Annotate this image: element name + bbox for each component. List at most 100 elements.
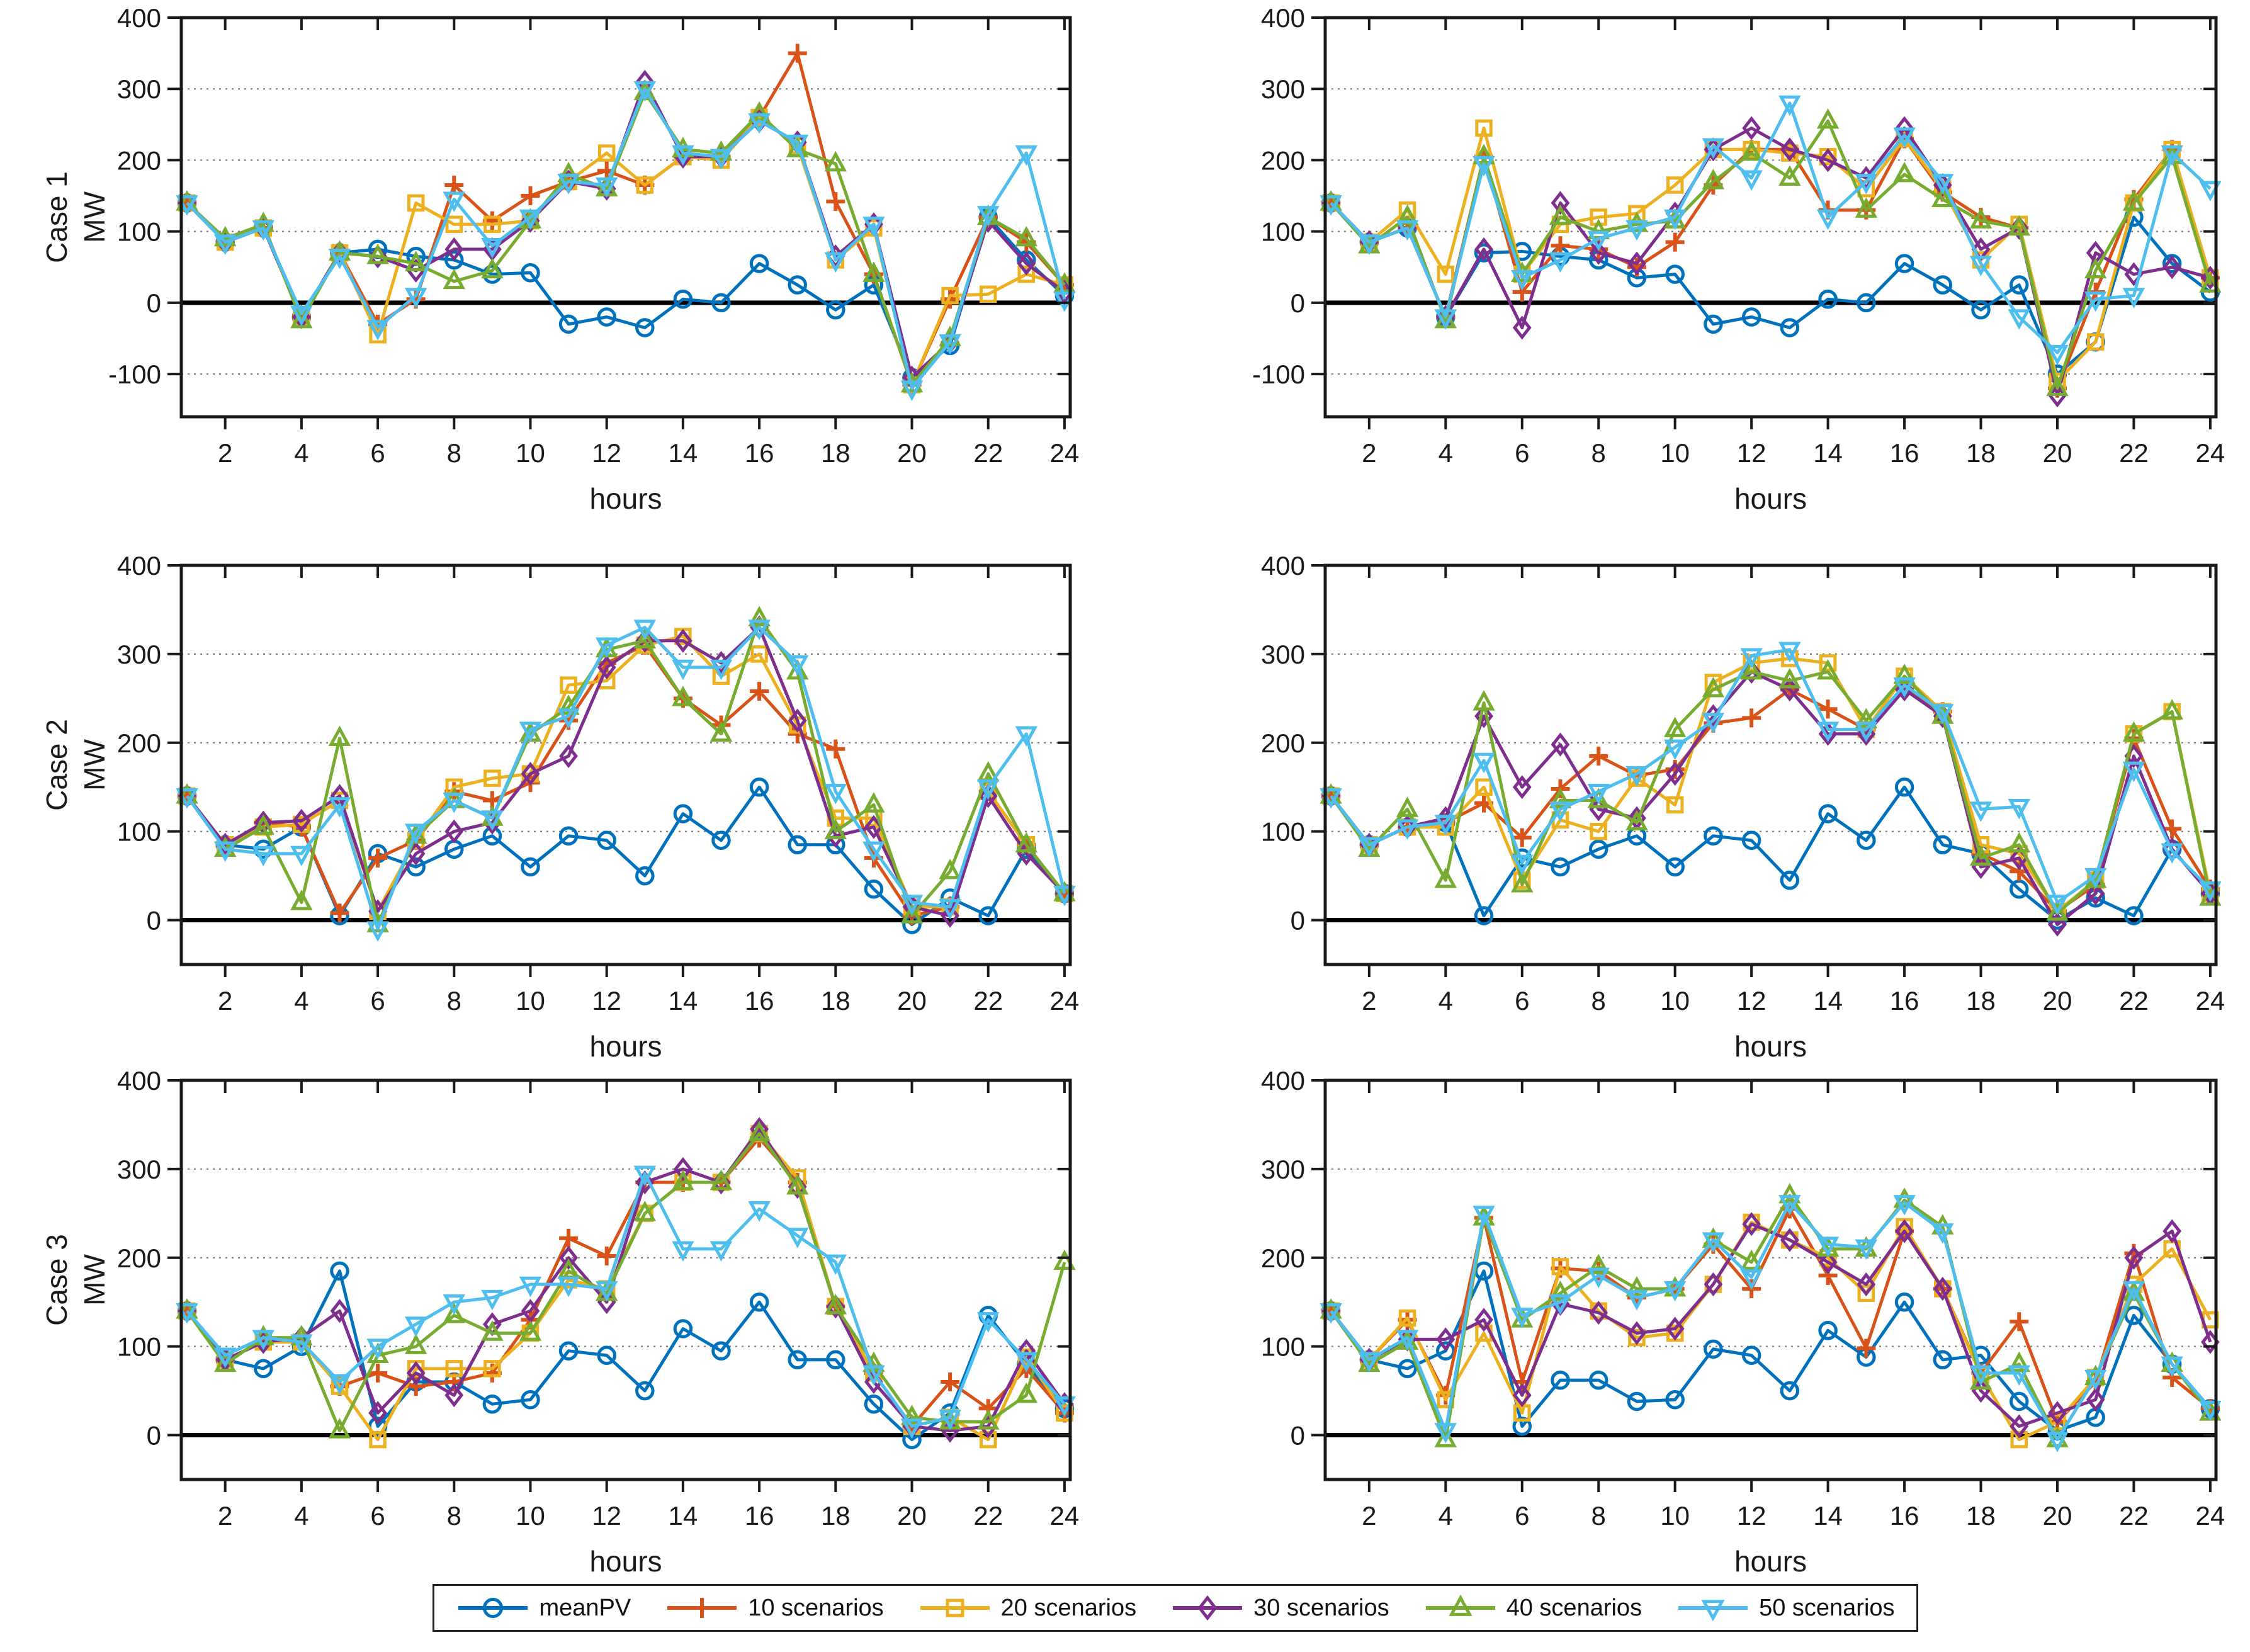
triangle-down-marker [748, 113, 771, 134]
triangle-up-marker [786, 659, 809, 680]
chart-case1-right: 2 4 6 8 10 12 14 16 18 20 22 24-1000100200300400hou… [1252, 3, 2225, 515]
circle-marker [1665, 264, 1685, 284]
circle-marker [1894, 1292, 1914, 1312]
circle-marker [1818, 289, 1838, 309]
triangle-down-marker [1396, 1330, 1419, 1350]
plus-marker [2010, 1312, 2029, 1332]
triangle-up-marker [481, 1320, 504, 1341]
series-group [176, 43, 1076, 401]
diamond-marker [1474, 1308, 1493, 1332]
square-marker [483, 215, 501, 234]
square-marker [1590, 822, 1607, 840]
triangle-down-marker [443, 191, 466, 212]
triangle-down-marker [1625, 766, 1648, 787]
triangle-up-marker [404, 251, 427, 271]
legend-label: 50 scenarios [1759, 1594, 1895, 1621]
diamond-marker [2124, 1245, 2144, 1270]
triangle-up-marker [1893, 663, 1916, 684]
x-tick-label: 18 [821, 438, 851, 468]
x-tick-label: 10 [516, 1501, 545, 1530]
diamond-marker [788, 708, 807, 733]
y-tick-label: 0 [1291, 1421, 1305, 1451]
triangle-down-marker [1587, 784, 1610, 805]
diamond-marker [521, 762, 540, 786]
plus-marker [1857, 1338, 1876, 1358]
series-s30 [178, 69, 1074, 390]
x-tick-label: 20 [2043, 986, 2072, 1016]
x-tick-label: 24 [2196, 1501, 2225, 1530]
triangle-up-marker [252, 1325, 275, 1345]
triangle-up-marker [1396, 204, 1419, 225]
plus-marker [368, 1363, 388, 1383]
triangle-down-marker [1473, 752, 1495, 774]
triangle-down-marker [672, 145, 694, 166]
circle-marker [2009, 275, 2029, 295]
triangle-down-marker [2046, 344, 2069, 366]
circle-marker [521, 263, 540, 283]
circle-marker [711, 830, 731, 851]
x-tick-label: 16 [745, 438, 774, 468]
triangle-down-marker [290, 1334, 313, 1355]
triangle-down-marker [1015, 145, 1038, 166]
circle-marker [635, 866, 655, 886]
diamond-marker [2048, 1401, 2067, 1425]
circle-marker [826, 1350, 845, 1370]
diamond-marker [1857, 1272, 1876, 1297]
x-tick-label: 12 [1737, 986, 1767, 1016]
diamond-marker [1818, 1250, 1838, 1274]
y-tick-label: 100 [1261, 817, 1305, 847]
triangle-up-marker [709, 1169, 733, 1191]
square-marker [1666, 176, 1684, 194]
y-tick-label: 200 [1261, 728, 1305, 758]
plus-marker [1589, 746, 1608, 766]
square-marker [1857, 1284, 1875, 1302]
triangle-down-marker [1511, 854, 1534, 876]
case-label: Case 2 [40, 719, 73, 811]
chart-case1-left: 2 4 6 8 10 12 14 16 18 20 22 24-1000100200300400hou… [40, 3, 1079, 515]
square-marker [979, 285, 997, 303]
triangle-down-marker [2046, 895, 2069, 915]
plus-marker [826, 739, 845, 759]
series-s20 [1322, 119, 2219, 390]
triangle-up-marker [2161, 699, 2183, 720]
chart-row-case3: 2 4 6 8 10 12 14 16 18 20 22 24 0 100 200 300 400 hours Ca… [0, 1063, 2250, 1578]
triangle-down-marker [2008, 1365, 2030, 1386]
triangle-down-marker [328, 797, 351, 818]
diamond-marker [521, 1299, 540, 1323]
circle-marker [2009, 1391, 2029, 1412]
circle-marker [1588, 1370, 1608, 1390]
circle-marker [1933, 275, 1953, 295]
gridlines [181, 653, 1070, 832]
triangle-down-marker [2084, 868, 2107, 889]
circle-marker [1818, 1321, 1838, 1340]
x-tick-label: 20 [2043, 438, 2072, 468]
triangle-up-marker [1511, 871, 1534, 893]
triangle-down-marker [1473, 1206, 1495, 1226]
circle-marker [1627, 1391, 1647, 1412]
x-tick-label: 16 [1890, 1501, 1919, 1530]
circle-marker [635, 318, 655, 337]
y-tick-label: 400 [117, 3, 161, 33]
square-marker [2086, 333, 2105, 351]
triangle-up-marker [900, 1405, 924, 1425]
triangle-down-marker [595, 637, 618, 659]
square-marker [407, 194, 425, 212]
x-tick-label: 6 [370, 1501, 385, 1530]
diamond-marker [2010, 1414, 2029, 1439]
triangle-up-marker [2046, 375, 2069, 396]
triangle-up-marker [786, 1174, 809, 1195]
series-s10 [178, 1128, 1074, 1436]
triangle-down-marker [976, 206, 1000, 227]
triangle-down-marker [1358, 1352, 1381, 1373]
diamond-marker [1665, 1316, 1685, 1341]
square-marker [1819, 654, 1837, 672]
x-tick-label: 8 [1591, 1501, 1606, 1530]
triangle-down-marker [1549, 252, 1572, 273]
circle-marker [1857, 830, 1876, 851]
diamond-marker [1551, 191, 1570, 215]
diamond-marker [444, 1383, 464, 1408]
triangle-up-marker [824, 818, 847, 839]
plus-marker [1742, 708, 1761, 728]
triangle-down-marker [1778, 95, 1801, 116]
triangle-up-marker [976, 1409, 1000, 1430]
